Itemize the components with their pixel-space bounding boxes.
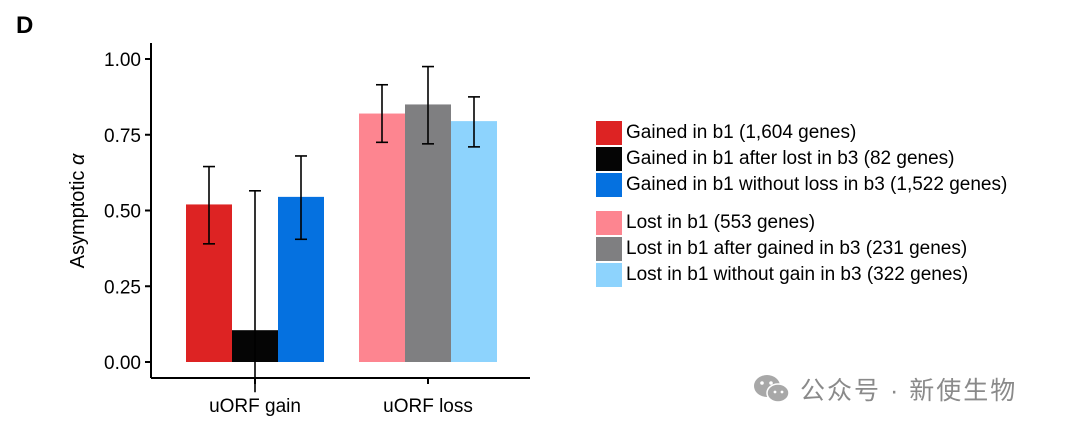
legend-item: Lost in b1 (553 genes) — [596, 210, 1007, 236]
legend-label: Gained in b1 after lost in b3 (82 genes) — [626, 148, 955, 169]
legend-label: Lost in b1 after gained in b3 (231 genes… — [626, 238, 968, 259]
chart-legend: Gained in b1 (1,604 genes) Gained in b1 a… — [596, 120, 1007, 288]
watermark: 公众号 · 新使生物 — [752, 371, 1017, 407]
x-tick-label: uORF loss — [383, 396, 473, 417]
legend-label: Lost in b1 without gain in b3 (322 genes… — [626, 264, 969, 285]
legend-label: Gained in b1 without loss in b3 (1,522 g… — [626, 174, 1008, 195]
legend-item: Lost in b1 after gained in b3 (231 genes… — [596, 236, 1007, 262]
legend-swatch — [596, 147, 622, 171]
watermark-text: 公众号 · 新使生物 — [800, 377, 1018, 405]
y-tick-label: 0.25 — [104, 277, 141, 298]
bar — [359, 113, 405, 362]
y-tick-label: 0.50 — [104, 202, 141, 223]
x-tick-label: uORF gain — [209, 396, 301, 417]
legend-item: Gained in b1 after lost in b3 (82 genes) — [596, 146, 1007, 172]
legend-swatch — [596, 237, 622, 261]
panel-label: D — [16, 12, 34, 39]
bar — [405, 104, 451, 362]
legend-swatch — [596, 263, 622, 287]
legend-swatch — [596, 121, 622, 145]
y-tick-label: 1.00 — [104, 50, 141, 71]
legend-item: Gained in b1 without loss in b3 (1,522 g… — [596, 172, 1007, 198]
legend-swatch — [596, 173, 622, 197]
bar-chart: 0.00 0.25 0.50 0.75 1.00 Asymptotic α uORF gai… — [67, 43, 530, 417]
legend-label: Lost in b1 (553 genes) — [626, 212, 816, 233]
legend-group: Gained in b1 (1,604 genes) Gained in b1 a… — [596, 120, 1007, 198]
legend-item: Lost in b1 without gain in b3 (322 genes… — [596, 262, 1007, 288]
y-axis-label: Asymptotic α — [67, 153, 89, 268]
legend-item: Gained in b1 (1,604 genes) — [596, 120, 1007, 146]
y-tick-label: 0.75 — [104, 126, 141, 147]
bar — [451, 121, 497, 363]
wechat-icon — [754, 375, 790, 403]
y-tick-label: 0.00 — [104, 353, 141, 374]
legend-label: Gained in b1 (1,604 genes) — [626, 122, 857, 143]
legend-swatch — [596, 211, 622, 235]
legend-group: Lost in b1 (553 genes) Lost in b1 after g… — [596, 210, 1007, 288]
